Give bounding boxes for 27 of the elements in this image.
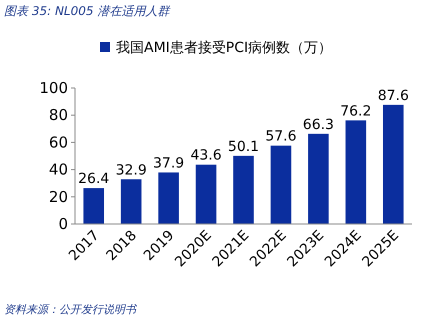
bar — [270, 146, 292, 224]
y-tick-label: 80 — [48, 106, 68, 124]
bar — [233, 156, 254, 224]
text: 资料来源：公开发行说明书 — [4, 303, 138, 316]
data-label: 87.6 — [378, 88, 409, 104]
y-tick-label: 0 — [58, 215, 68, 233]
bar — [196, 164, 216, 224]
bar — [346, 120, 366, 224]
bar — [308, 134, 329, 224]
bar — [382, 104, 404, 224]
data-label: 26.4 — [78, 171, 110, 188]
data-label: 76.2 — [340, 103, 372, 120]
y-tick-label: 20 — [48, 188, 68, 206]
y-tick-label: 100 — [39, 79, 68, 97]
bar — [158, 172, 179, 224]
legend-label: 我国AMI患者接受PCI病例数（万） — [116, 40, 332, 56]
bar — [83, 188, 104, 224]
chart-title: 图表 35: NL005 潜在适用人群 — [4, 4, 172, 18]
y-tick-label: 60 — [48, 133, 68, 152]
data-label: 43.6 — [190, 148, 222, 164]
data-label: 50.1 — [228, 138, 260, 155]
data-label: 37.9 — [153, 155, 184, 172]
data-label: 57.6 — [265, 128, 297, 145]
bar — [120, 179, 142, 224]
y-tick-label: 40 — [48, 160, 68, 179]
data-label: 32.9 — [116, 162, 147, 178]
data-label: 66.3 — [302, 116, 334, 133]
